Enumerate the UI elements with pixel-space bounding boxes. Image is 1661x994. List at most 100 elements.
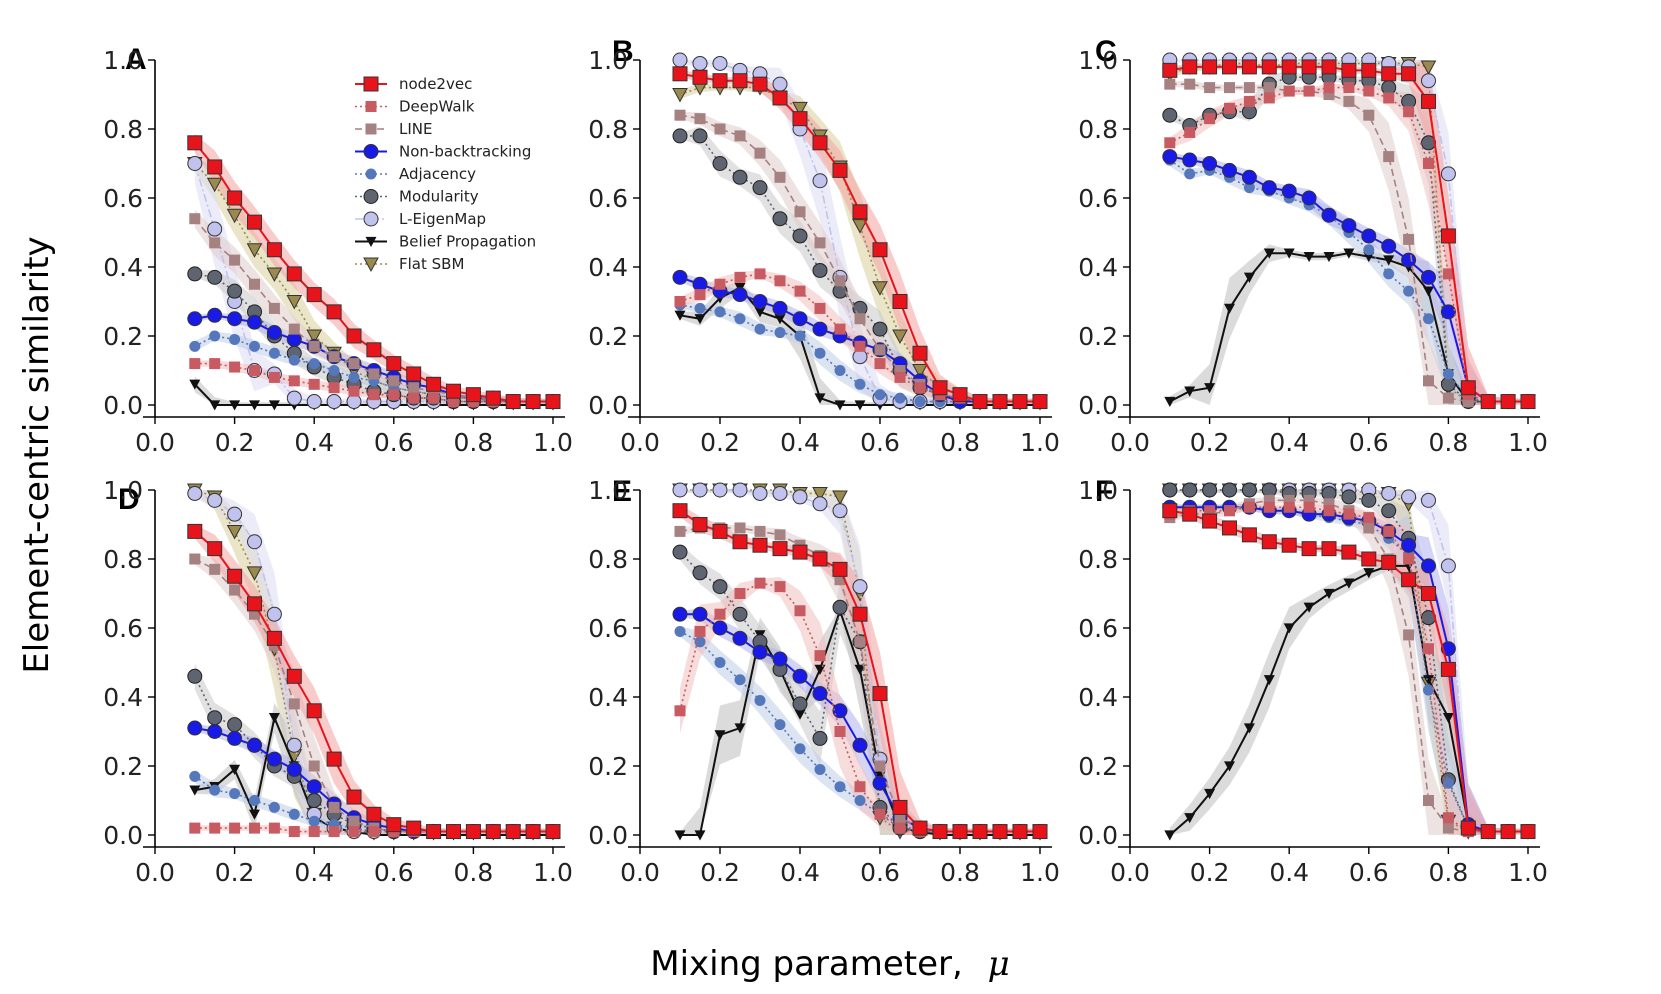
panel-f-band-non-backtracking: [1169, 503, 1528, 835]
panel-d-point-node2vec: [346, 789, 362, 805]
panel-e-band-l-eigenmap: [680, 490, 1040, 835]
panel-e-point-adjacency: [694, 636, 706, 648]
panel-b-point-belief-propagation: [674, 310, 686, 321]
panel-a-point-adjacency: [308, 358, 320, 370]
panel-c-point-node2vec: [1281, 59, 1297, 75]
panel-b-point-modularity: [872, 321, 888, 337]
panel-e-point-non-backtracking: [872, 775, 888, 791]
panel-e-point-adjacency: [814, 763, 826, 775]
panel-b-point-flat-sbm: [892, 329, 908, 345]
panel-b-point-node2vec: [1032, 394, 1048, 410]
panel-d-point-node2vec: [446, 824, 461, 840]
panel-a-point-line: [368, 368, 380, 380]
panel-b-point-adjacency: [914, 396, 926, 408]
panel-e-x-tick-label: 0.2: [700, 858, 740, 887]
panel-f-point-line: [1263, 494, 1275, 506]
panel-b-point-flat-sbm: [872, 281, 888, 296]
panel-f-point-adjacency: [1442, 777, 1454, 789]
panel-c-x-tick-label: 0.8: [1429, 428, 1469, 457]
panel-a-point-deepwalk: [308, 378, 320, 390]
panel-a-point-flat-sbm: [246, 243, 263, 258]
panel-b-point-node2vec: [992, 394, 1008, 410]
panel-b-band-adjacency: [680, 301, 1040, 405]
panel-e-point-adjacency: [754, 694, 766, 706]
panel-f-point-node2vec: [1381, 554, 1397, 570]
panel-e-point-l-eigenmap: [792, 489, 808, 505]
panel-b-point-modularity: [672, 128, 688, 144]
panel-a-y-tick-label: 0.6: [103, 184, 143, 213]
panel-f-point-node2vec: [1162, 503, 1178, 519]
panel-a-x-tick-label: 1.0: [533, 428, 573, 457]
panel-d-point-non-backtracking: [286, 761, 302, 777]
panel-a-point-deepwalk: [448, 396, 459, 408]
panel-e-point-modularity: [732, 606, 748, 622]
legend-label-adjacency: Adjacency: [399, 165, 476, 183]
panel-d-point-belief-propagation: [189, 785, 201, 796]
panel-d-y-tick-label: 0.2: [103, 752, 143, 781]
legend-marker-l-eigenmap: [363, 211, 379, 227]
panel-e-x-tick-label: 0.6: [860, 858, 900, 887]
panel-e-point-deepwalk: [854, 781, 866, 793]
panel-b-point-adjacency: [814, 347, 826, 359]
panel-e-point-node2vec: [912, 820, 928, 836]
panel-d-point-deepwalk: [368, 826, 380, 838]
legend-label-belief-propagation: Belief Propagation: [399, 233, 536, 251]
panel-b-point-modularity: [732, 169, 748, 185]
panel-f-point-node2vec: [1182, 506, 1198, 522]
panel-d-point-node2vec: [465, 824, 481, 840]
panel-e-point-belief-propagation: [734, 723, 746, 734]
panel-d-point-belief-propagation: [229, 764, 241, 775]
panel-d-y-tick-label: 1.0: [103, 476, 143, 505]
panel-b-point-line: [834, 275, 846, 287]
panel-f-point-line: [1283, 494, 1295, 506]
panel-a-y-tick-label: 0.8: [103, 115, 143, 144]
panel-b-y-tick-label: 0.0: [588, 391, 628, 420]
panel-a-point-node2vec: [426, 376, 442, 392]
panel-f-y-tick-label: 0.2: [1078, 752, 1118, 781]
panel-e-point-node2vec: [872, 686, 888, 702]
panel-f-point-modularity: [1222, 482, 1237, 498]
panel-c-point-adjacency: [1403, 285, 1415, 297]
panel-f-point-l-eigenmap: [1381, 485, 1397, 501]
panel-c-point-node2vec: [1440, 228, 1456, 244]
panel-e-point-belief-propagation: [794, 709, 806, 720]
panel-d-point-l-eigenmap: [207, 492, 223, 508]
panel-f-point-deepwalk: [1423, 643, 1434, 655]
panel-b-point-node2vec: [972, 394, 988, 410]
panel-d-point-l-eigenmap: [247, 534, 262, 550]
panel-a-point-node2vec: [207, 159, 223, 175]
panel-c-y-tick-label: 1.0: [1078, 46, 1118, 75]
panel-b-point-line: [794, 206, 806, 218]
panel-a-point-line: [189, 213, 201, 225]
panel-a-x-tick-label: 0.6: [374, 428, 414, 457]
panel-e-point-node2vec: [752, 537, 768, 553]
panel-f-x-tick-label: 0.8: [1429, 858, 1469, 887]
panel-f-point-line: [1303, 494, 1315, 506]
panel-f-point-belief-propagation: [1442, 713, 1454, 724]
panel-b-point-belief-propagation: [854, 400, 866, 411]
panel-e-point-deepwalk: [834, 726, 846, 737]
panel-c-point-non-backtracking: [1202, 156, 1218, 171]
panel-d-point-deepwalk: [209, 822, 221, 834]
panel-c-letter: C: [1095, 35, 1117, 68]
panel-e-band-line: [680, 524, 1040, 835]
panel-e-point-l-eigenmap: [672, 482, 688, 498]
panel-b-point-node2vec: [852, 204, 868, 220]
panel-a-point-line: [348, 358, 360, 370]
panel-c-point-adjacency: [1363, 244, 1375, 256]
panel-e-point-line: [774, 529, 786, 541]
panel-c-point-deepwalk: [1442, 268, 1454, 280]
panel-a-point-adjacency: [189, 340, 201, 352]
panel-f-point-node2vec: [1202, 513, 1218, 529]
panel-f-point-non-backtracking: [1401, 537, 1417, 553]
panel-e-point-node2vec: [1032, 824, 1048, 840]
panel-f-point-node2vec: [1421, 586, 1436, 601]
panel-d-point-non-backtracking: [207, 724, 223, 739]
panel-e-point-non-backtracking: [852, 737, 868, 753]
panel-b-point-l-eigenmap: [712, 55, 728, 71]
panel-f-point-node2vec: [1321, 541, 1337, 557]
panel-c-point-deepwalk: [1283, 85, 1295, 97]
panel-f-y-tick-label: 0.4: [1078, 683, 1118, 712]
panel-b-point-l-eigenmap: [692, 55, 708, 71]
panel-a-point-node2vec: [386, 356, 402, 372]
